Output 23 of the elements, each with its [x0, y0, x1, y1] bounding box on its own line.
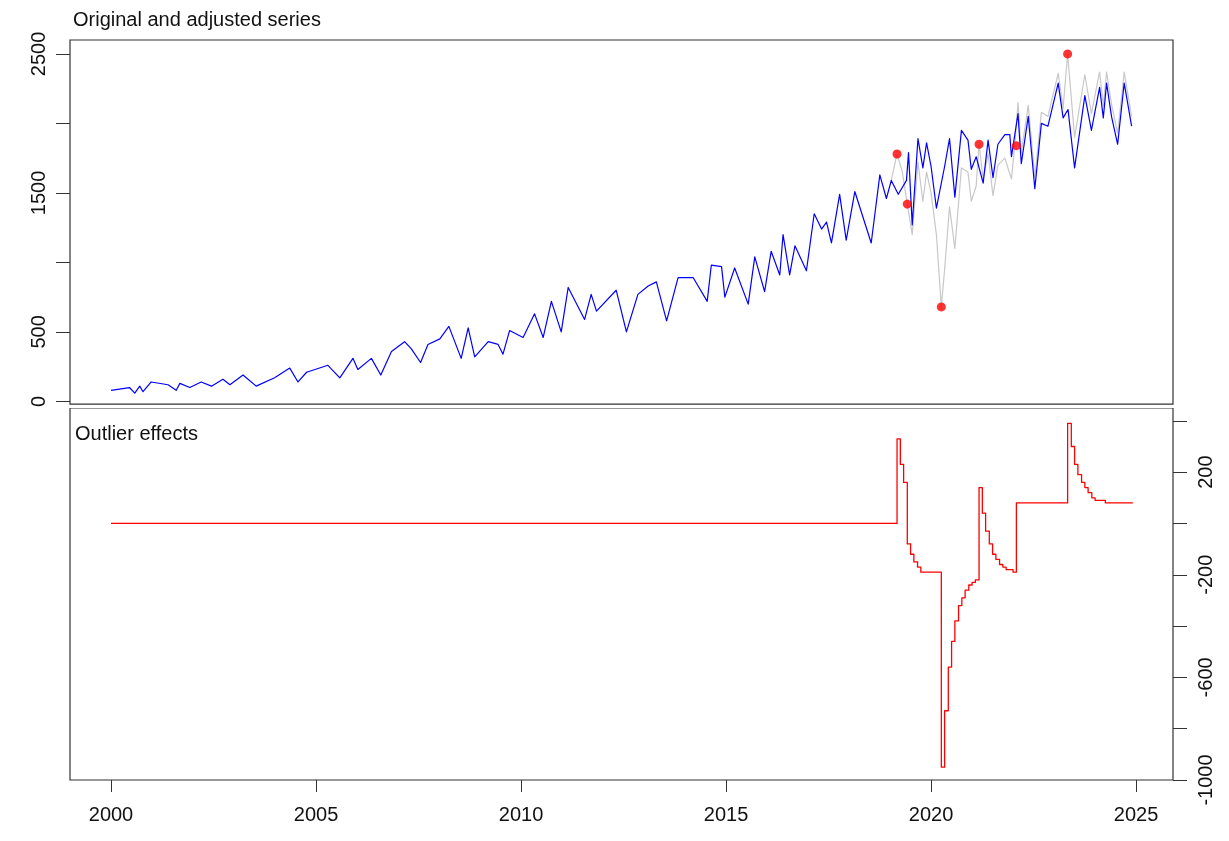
y2-tick-label: -1000: [1194, 754, 1216, 806]
x-tick-label: 2015: [703, 803, 749, 825]
point: [902, 199, 912, 209]
text: Outlier effects: [75, 422, 199, 444]
y-tick-label: 1500: [27, 170, 49, 216]
point: [974, 139, 984, 149]
point: [1011, 141, 1021, 151]
y-tick-label: 2500: [27, 31, 49, 77]
point: [892, 149, 902, 159]
x-tick-label: 2020: [908, 803, 954, 825]
x-tick-label: 2000: [88, 803, 134, 825]
x-tick-label: 2005: [293, 803, 339, 825]
point: [1063, 49, 1073, 59]
x-tick-label: 2025: [1113, 803, 1159, 825]
y2-tick-label: -200: [1194, 554, 1216, 595]
line-series: [110, 82, 1133, 394]
chart-title: Original and adjusted series: [73, 8, 321, 30]
y-tick-label: 0: [27, 395, 49, 407]
y-tick-label: 500: [27, 315, 49, 349]
y2-tick-label: -600: [1194, 657, 1216, 698]
x-tick-label: 2010: [498, 803, 544, 825]
point: [936, 302, 946, 312]
y2-tick-label: 200: [1194, 455, 1216, 489]
